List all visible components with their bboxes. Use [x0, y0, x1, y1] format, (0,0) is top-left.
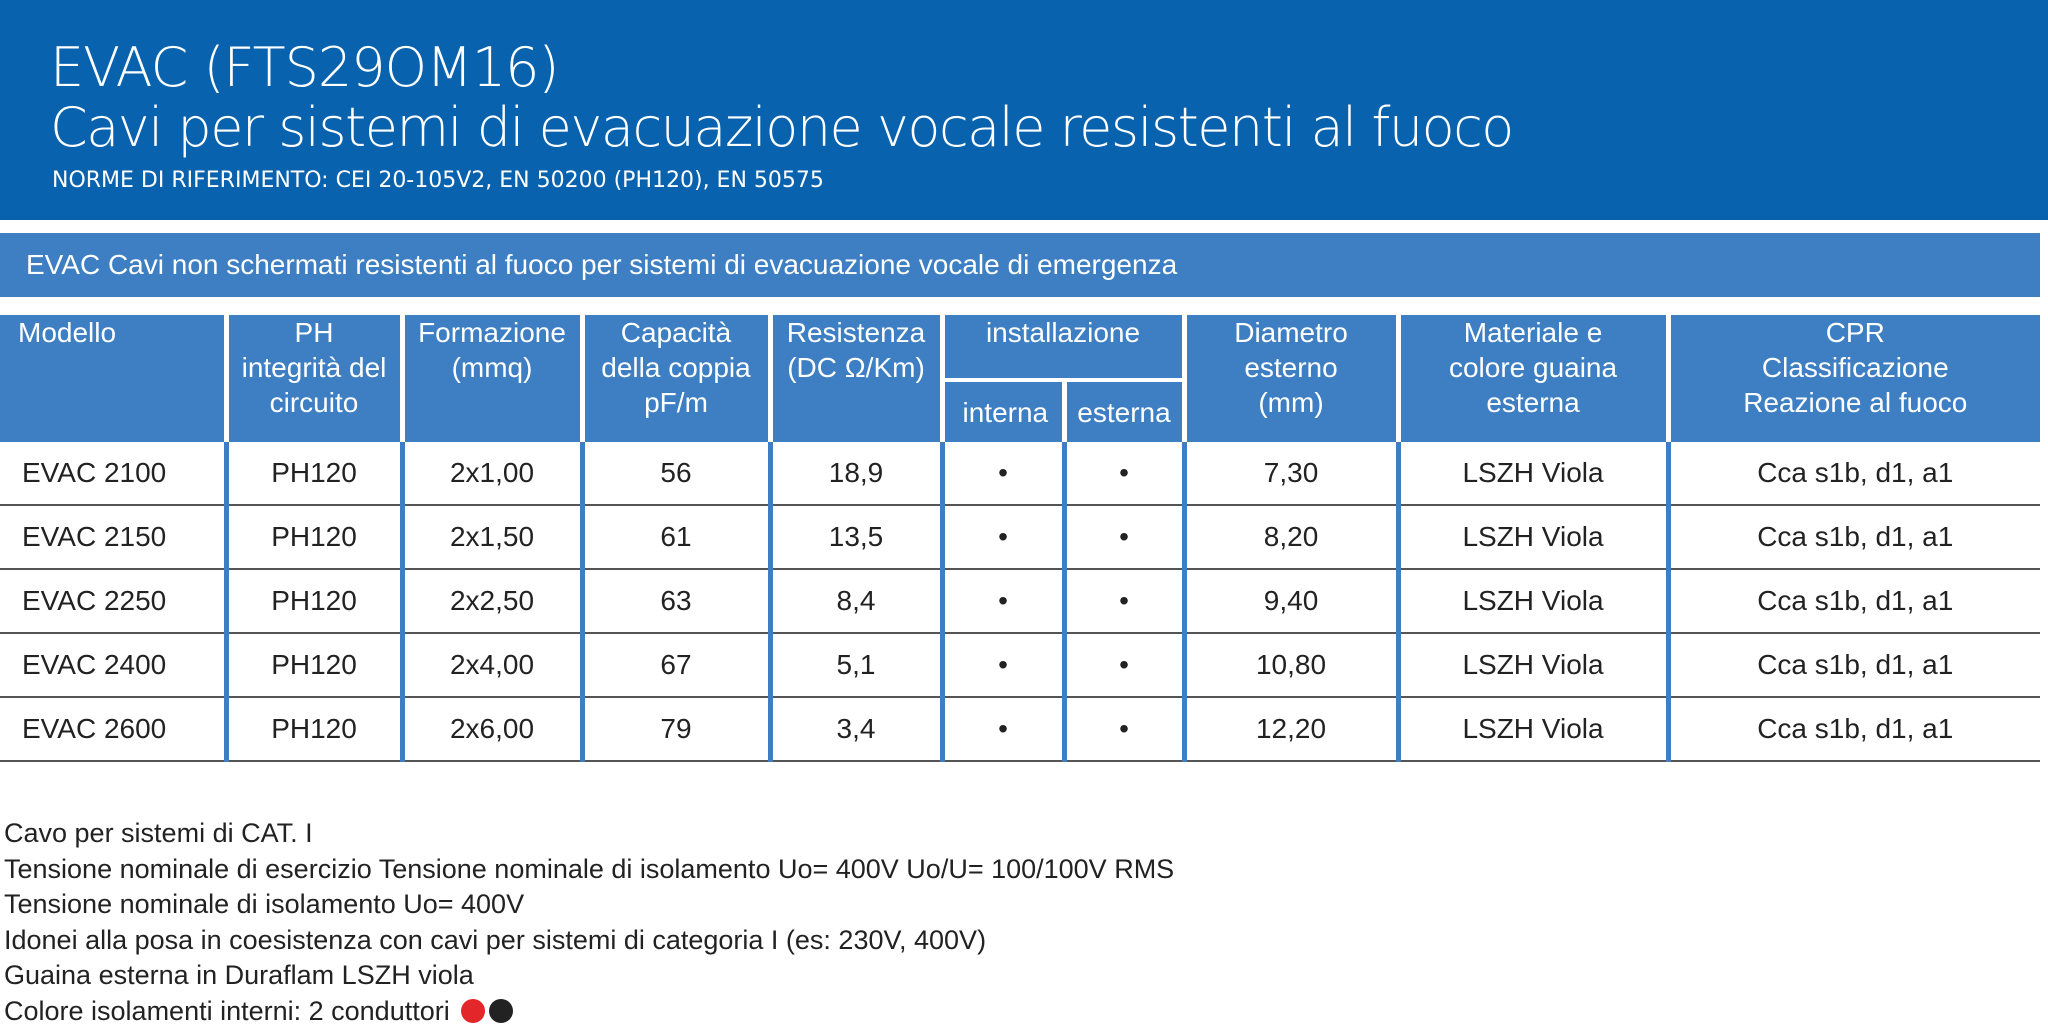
table-cell: 2x6,00	[402, 697, 582, 761]
table-cell: EVAC 2250	[0, 569, 226, 633]
table-cell: 8,4	[770, 569, 942, 633]
table-cell: •	[942, 569, 1064, 633]
table-cell: PH120	[226, 697, 402, 761]
notes: Cavo per sistemi di CAT. I Tensione nomi…	[4, 816, 1174, 1029]
page-header: EVAC (FTS29OM16) Cavi per sistemi di eva…	[0, 0, 2048, 220]
table-cell: •	[942, 697, 1064, 761]
table-cell: Cca s1b, d1, a1	[1668, 505, 2040, 569]
table-cell: 8,20	[1184, 505, 1398, 569]
note: Tensione nominale di esercizio Tensione …	[4, 852, 1174, 888]
red-conductor-dot	[461, 999, 485, 1023]
table-cell: 7,30	[1184, 442, 1398, 505]
table-cell: 2x1,00	[402, 442, 582, 505]
table-cell: 2x4,00	[402, 633, 582, 697]
note: Colore isolamenti interni: 2 conduttori	[4, 994, 1174, 1029]
table-cell: 61	[582, 505, 770, 569]
table-cell: •	[1064, 633, 1184, 697]
table-cell: Cca s1b, d1, a1	[1668, 697, 2040, 761]
table-cell: Cca s1b, d1, a1	[1668, 569, 2040, 633]
table-cell: 13,5	[770, 505, 942, 569]
col-modello: Modello	[0, 315, 226, 442]
table-cell: LSZH Viola	[1398, 505, 1668, 569]
col-resistenza: Resistenza(DC Ω/Km)	[770, 315, 942, 442]
table-cell: LSZH Viola	[1398, 633, 1668, 697]
table-cell: PH120	[226, 505, 402, 569]
table-cell: •	[942, 442, 1064, 505]
col-esterna: esterna	[1064, 380, 1184, 442]
col-installazione: installazione	[942, 315, 1184, 380]
norms: NORME DI RIFERIMENTO: CEI 20-105V2, EN 5…	[52, 168, 824, 193]
table-cell: PH120	[226, 633, 402, 697]
table-cell: •	[942, 505, 1064, 569]
table-cell: EVAC 2150	[0, 505, 226, 569]
table-cell: PH120	[226, 569, 402, 633]
table-cell: 3,4	[770, 697, 942, 761]
note: Guaina esterna in Duraflam LSZH viola	[4, 958, 1174, 994]
table-cell: LSZH Viola	[1398, 442, 1668, 505]
table-cell: Cca s1b, d1, a1	[1668, 633, 2040, 697]
table-cell: 67	[582, 633, 770, 697]
note: Tensione nominale di isolamento Uo= 400V	[4, 887, 1174, 923]
table-cell: 63	[582, 569, 770, 633]
table-cell: 2x2,50	[402, 569, 582, 633]
col-interna: interna	[942, 380, 1064, 442]
table-cell: 18,9	[770, 442, 942, 505]
table-cell: 10,80	[1184, 633, 1398, 697]
table-cell: Cca s1b, d1, a1	[1668, 442, 2040, 505]
note: Idonei alla posa in coesistenza con cavi…	[4, 923, 1174, 959]
table-cell: •	[1064, 505, 1184, 569]
table-cell: •	[1064, 697, 1184, 761]
col-formazione: Formazione(mmq)	[402, 315, 582, 442]
page-title: EVAC (FTS29OM16)	[50, 36, 559, 99]
page-subtitle: Cavi per sistemi di evacuazione vocale r…	[50, 96, 1513, 159]
table-cell: EVAC 2400	[0, 633, 226, 697]
table-cell: EVAC 2100	[0, 442, 226, 505]
note: Cavo per sistemi di CAT. I	[4, 816, 1174, 852]
table-cell: •	[1064, 569, 1184, 633]
table-cell: LSZH Viola	[1398, 569, 1668, 633]
table-cell: 5,1	[770, 633, 942, 697]
table-cell: 79	[582, 697, 770, 761]
black-conductor-dot	[489, 999, 513, 1023]
table-cell: PH120	[226, 442, 402, 505]
table-cell: •	[942, 633, 1064, 697]
table-cell: 12,20	[1184, 697, 1398, 761]
table-cell: •	[1064, 442, 1184, 505]
table-cell: EVAC 2600	[0, 697, 226, 761]
table-cell: 2x1,50	[402, 505, 582, 569]
table-cell: LSZH Viola	[1398, 697, 1668, 761]
section-band: EVAC Cavi non schermati resistenti al fu…	[0, 233, 2040, 297]
table-cell: 56	[582, 442, 770, 505]
table-cell: 9,40	[1184, 569, 1398, 633]
